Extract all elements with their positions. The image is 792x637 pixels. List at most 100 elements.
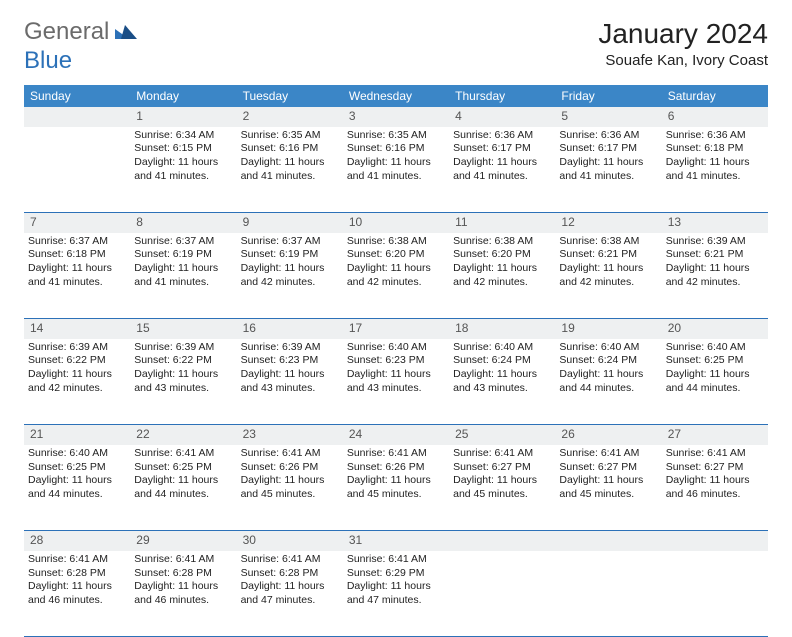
- weekday-header: Monday: [130, 85, 236, 107]
- daynum-row: 78910111213: [24, 213, 768, 233]
- weekday-header: Friday: [555, 85, 661, 107]
- daynum-row: 21222324252627: [24, 425, 768, 445]
- day-cell: Sunrise: 6:39 AMSunset: 6:23 PMDaylight:…: [237, 339, 343, 425]
- logo-text-general: General: [24, 18, 109, 46]
- content-row: Sunrise: 6:34 AMSunset: 6:15 PMDaylight:…: [24, 127, 768, 213]
- day-number: 26: [555, 425, 661, 445]
- day-number: 29: [130, 531, 236, 551]
- day-details: Sunrise: 6:38 AMSunset: 6:20 PMDaylight:…: [347, 235, 445, 290]
- day-cell: Sunrise: 6:36 AMSunset: 6:17 PMDaylight:…: [555, 127, 661, 213]
- day-cell: Sunrise: 6:37 AMSunset: 6:18 PMDaylight:…: [24, 233, 130, 319]
- day-cell: [662, 551, 768, 637]
- day-details: Sunrise: 6:41 AMSunset: 6:26 PMDaylight:…: [241, 447, 339, 502]
- day-cell: [24, 127, 130, 213]
- day-number: 6: [662, 107, 768, 127]
- day-number: 13: [662, 213, 768, 233]
- day-cell: Sunrise: 6:41 AMSunset: 6:26 PMDaylight:…: [343, 445, 449, 531]
- day-cell: Sunrise: 6:36 AMSunset: 6:18 PMDaylight:…: [662, 127, 768, 213]
- day-details: Sunrise: 6:36 AMSunset: 6:17 PMDaylight:…: [559, 129, 657, 184]
- day-number: 3: [343, 107, 449, 127]
- day-cell: Sunrise: 6:40 AMSunset: 6:23 PMDaylight:…: [343, 339, 449, 425]
- day-cell: Sunrise: 6:41 AMSunset: 6:27 PMDaylight:…: [555, 445, 661, 531]
- day-cell: Sunrise: 6:35 AMSunset: 6:16 PMDaylight:…: [237, 127, 343, 213]
- day-cell: Sunrise: 6:40 AMSunset: 6:24 PMDaylight:…: [555, 339, 661, 425]
- logo-mark-icon: [115, 21, 137, 44]
- day-number: [24, 107, 130, 127]
- daynum-row: 14151617181920: [24, 319, 768, 339]
- day-number: 9: [237, 213, 343, 233]
- day-number: 18: [449, 319, 555, 339]
- day-number: 25: [449, 425, 555, 445]
- day-cell: [555, 551, 661, 637]
- day-number: 11: [449, 213, 555, 233]
- day-cell: Sunrise: 6:38 AMSunset: 6:20 PMDaylight:…: [343, 233, 449, 319]
- calendar-table: SundayMondayTuesdayWednesdayThursdayFrid…: [24, 85, 768, 637]
- day-details: Sunrise: 6:37 AMSunset: 6:19 PMDaylight:…: [134, 235, 232, 290]
- day-details: Sunrise: 6:39 AMSunset: 6:22 PMDaylight:…: [134, 341, 232, 396]
- daynum-row: 123456: [24, 107, 768, 127]
- day-cell: Sunrise: 6:41 AMSunset: 6:28 PMDaylight:…: [24, 551, 130, 637]
- weekday-header: Thursday: [449, 85, 555, 107]
- day-details: Sunrise: 6:41 AMSunset: 6:26 PMDaylight:…: [347, 447, 445, 502]
- day-number: 4: [449, 107, 555, 127]
- day-details: Sunrise: 6:37 AMSunset: 6:18 PMDaylight:…: [28, 235, 126, 290]
- day-number: 28: [24, 531, 130, 551]
- day-details: Sunrise: 6:37 AMSunset: 6:19 PMDaylight:…: [241, 235, 339, 290]
- day-cell: Sunrise: 6:41 AMSunset: 6:26 PMDaylight:…: [237, 445, 343, 531]
- day-details: Sunrise: 6:38 AMSunset: 6:20 PMDaylight:…: [453, 235, 551, 290]
- content-row: Sunrise: 6:37 AMSunset: 6:18 PMDaylight:…: [24, 233, 768, 319]
- day-number: 1: [130, 107, 236, 127]
- day-cell: Sunrise: 6:38 AMSunset: 6:21 PMDaylight:…: [555, 233, 661, 319]
- day-details: Sunrise: 6:38 AMSunset: 6:21 PMDaylight:…: [559, 235, 657, 290]
- day-details: Sunrise: 6:39 AMSunset: 6:22 PMDaylight:…: [28, 341, 126, 396]
- content-row: Sunrise: 6:41 AMSunset: 6:28 PMDaylight:…: [24, 551, 768, 637]
- weekday-header: Tuesday: [237, 85, 343, 107]
- day-details: Sunrise: 6:39 AMSunset: 6:21 PMDaylight:…: [666, 235, 764, 290]
- day-cell: Sunrise: 6:37 AMSunset: 6:19 PMDaylight:…: [130, 233, 236, 319]
- weekday-header: Sunday: [24, 85, 130, 107]
- day-details: Sunrise: 6:41 AMSunset: 6:27 PMDaylight:…: [666, 447, 764, 502]
- calendar-body: 123456 Sunrise: 6:34 AMSunset: 6:15 PMDa…: [24, 107, 768, 637]
- day-number: 31: [343, 531, 449, 551]
- day-number: [662, 531, 768, 551]
- day-cell: Sunrise: 6:39 AMSunset: 6:22 PMDaylight:…: [130, 339, 236, 425]
- day-details: Sunrise: 6:40 AMSunset: 6:24 PMDaylight:…: [453, 341, 551, 396]
- day-number: 21: [24, 425, 130, 445]
- day-number: 30: [237, 531, 343, 551]
- day-details: Sunrise: 6:40 AMSunset: 6:25 PMDaylight:…: [666, 341, 764, 396]
- day-number: 17: [343, 319, 449, 339]
- day-number: 5: [555, 107, 661, 127]
- day-cell: [449, 551, 555, 637]
- day-number: 19: [555, 319, 661, 339]
- weekday-header-row: SundayMondayTuesdayWednesdayThursdayFrid…: [24, 85, 768, 107]
- day-details: Sunrise: 6:34 AMSunset: 6:15 PMDaylight:…: [134, 129, 232, 184]
- day-cell: Sunrise: 6:41 AMSunset: 6:29 PMDaylight:…: [343, 551, 449, 637]
- day-number: [449, 531, 555, 551]
- day-details: Sunrise: 6:40 AMSunset: 6:23 PMDaylight:…: [347, 341, 445, 396]
- day-cell: Sunrise: 6:39 AMSunset: 6:21 PMDaylight:…: [662, 233, 768, 319]
- location: Souafe Kan, Ivory Coast: [598, 52, 768, 69]
- day-cell: Sunrise: 6:41 AMSunset: 6:25 PMDaylight:…: [130, 445, 236, 531]
- day-details: Sunrise: 6:35 AMSunset: 6:16 PMDaylight:…: [347, 129, 445, 184]
- day-cell: Sunrise: 6:37 AMSunset: 6:19 PMDaylight:…: [237, 233, 343, 319]
- day-number: [555, 531, 661, 551]
- day-cell: Sunrise: 6:40 AMSunset: 6:24 PMDaylight:…: [449, 339, 555, 425]
- day-number: 27: [662, 425, 768, 445]
- day-details: Sunrise: 6:40 AMSunset: 6:25 PMDaylight:…: [28, 447, 126, 502]
- day-details: Sunrise: 6:39 AMSunset: 6:23 PMDaylight:…: [241, 341, 339, 396]
- day-details: Sunrise: 6:36 AMSunset: 6:17 PMDaylight:…: [453, 129, 551, 184]
- content-row: Sunrise: 6:40 AMSunset: 6:25 PMDaylight:…: [24, 445, 768, 531]
- day-number: 10: [343, 213, 449, 233]
- day-number: 16: [237, 319, 343, 339]
- day-details: Sunrise: 6:41 AMSunset: 6:29 PMDaylight:…: [347, 553, 445, 608]
- day-number: 12: [555, 213, 661, 233]
- day-details: Sunrise: 6:41 AMSunset: 6:27 PMDaylight:…: [559, 447, 657, 502]
- day-number: 14: [24, 319, 130, 339]
- day-cell: Sunrise: 6:41 AMSunset: 6:28 PMDaylight:…: [237, 551, 343, 637]
- logo-text-blue: Blue: [24, 47, 72, 75]
- day-cell: Sunrise: 6:34 AMSunset: 6:15 PMDaylight:…: [130, 127, 236, 213]
- day-cell: Sunrise: 6:35 AMSunset: 6:16 PMDaylight:…: [343, 127, 449, 213]
- logo: General: [24, 18, 141, 46]
- day-details: Sunrise: 6:36 AMSunset: 6:18 PMDaylight:…: [666, 129, 764, 184]
- day-number: 7: [24, 213, 130, 233]
